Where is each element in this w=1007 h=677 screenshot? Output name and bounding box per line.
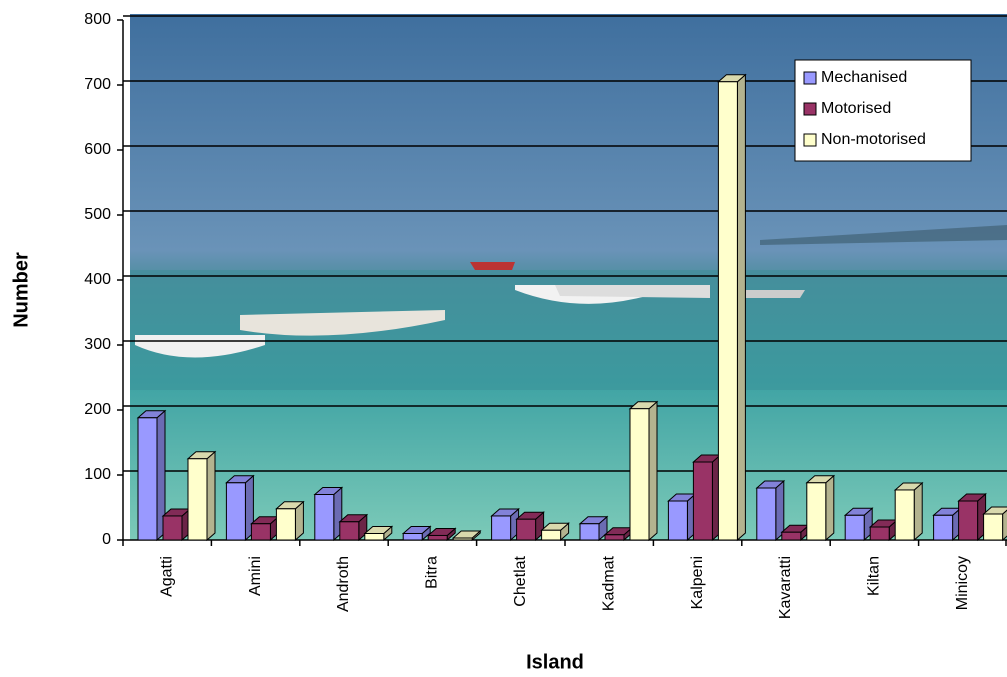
legend-swatch [803, 133, 817, 147]
x-tick-label: Kavaratti [777, 556, 794, 619]
bar-front [958, 500, 979, 541]
bar-front [491, 515, 512, 541]
y-tick-label: 200 [84, 401, 111, 418]
bar [982, 506, 1007, 542]
bar-front [983, 513, 1004, 541]
bar [717, 73, 747, 542]
bar [692, 453, 722, 542]
bar-front [869, 526, 890, 541]
x-tick-label: Kiltan [866, 556, 883, 596]
bar-front [717, 81, 738, 541]
bar-front [275, 508, 296, 541]
bar [667, 492, 697, 542]
bar-front [187, 458, 208, 541]
bar-front [250, 523, 271, 541]
legend-label: Non-motorised [821, 131, 926, 148]
bar-front [225, 482, 246, 541]
x-tick-label: Androth [335, 556, 352, 612]
bar-front [364, 533, 385, 541]
legend-label: Mechanised [821, 69, 907, 86]
y-tick-label: 100 [84, 466, 111, 483]
bar [932, 507, 962, 542]
x-tick-label: Amini [247, 556, 264, 596]
y-tick-label: 300 [84, 336, 111, 353]
y-axis-title: Number [10, 252, 32, 328]
bar-front [894, 489, 915, 541]
bar [451, 529, 482, 542]
bar-front [162, 515, 183, 541]
bar-front [579, 523, 600, 541]
y-tick-label: 800 [84, 11, 111, 28]
bar [401, 525, 432, 542]
x-tick-label: Kadmat [600, 555, 617, 611]
bar [186, 450, 217, 542]
bar-front [427, 534, 448, 541]
bar [957, 492, 987, 542]
y-tick-label: 400 [84, 271, 111, 288]
y-tick-label: 0 [102, 531, 111, 548]
bar-side [736, 73, 746, 542]
bar-front [339, 521, 360, 541]
x-axis-title: Island [526, 651, 584, 673]
legend-swatch [803, 102, 817, 116]
x-tick-label: Bitra [424, 556, 441, 589]
x-tick-label: Minicoy [954, 556, 971, 610]
bar [275, 500, 305, 542]
bar-front [756, 487, 777, 541]
bar [628, 400, 659, 542]
bar-side [825, 474, 835, 542]
bar-front [314, 494, 335, 541]
bar [426, 527, 457, 542]
x-tick-label: Kalpeni [689, 556, 706, 609]
legend-label: Motorised [821, 100, 891, 117]
bar [490, 507, 520, 542]
bar [313, 486, 344, 542]
bar [540, 522, 570, 542]
bar [868, 518, 899, 542]
bar-side [913, 481, 923, 542]
bar [755, 479, 786, 542]
bar-side [206, 450, 216, 542]
bar-front [692, 461, 713, 541]
bar [893, 481, 924, 542]
y-tick-label: 500 [84, 206, 111, 223]
bar [225, 474, 255, 542]
x-tick-label: Chetlat [512, 555, 529, 606]
bar-front [541, 529, 562, 541]
bar-front [604, 534, 625, 541]
bar [515, 511, 545, 542]
bar-front [452, 537, 473, 541]
x-tick-label: Agatti [158, 556, 175, 597]
bar [363, 525, 394, 542]
bar [136, 409, 167, 542]
bar-front [933, 514, 954, 541]
y-tick-label: 700 [84, 76, 111, 93]
bar [578, 515, 609, 542]
bar [161, 507, 192, 542]
bar-front [844, 514, 865, 541]
bar-front [806, 482, 827, 541]
bar-front [629, 408, 650, 541]
bar-front [781, 531, 802, 541]
bar [805, 474, 836, 542]
bar-front [516, 518, 537, 541]
legend-swatch [803, 71, 817, 85]
bar-front [402, 533, 423, 541]
legend: Mechanised Motorised Non-motorised [794, 59, 972, 162]
bar [250, 515, 280, 542]
bar [843, 507, 874, 542]
bar-front [667, 500, 688, 541]
bar-side [648, 400, 658, 542]
bar [338, 513, 369, 542]
bar-front [137, 417, 158, 541]
y-tick-label: 600 [84, 141, 111, 158]
